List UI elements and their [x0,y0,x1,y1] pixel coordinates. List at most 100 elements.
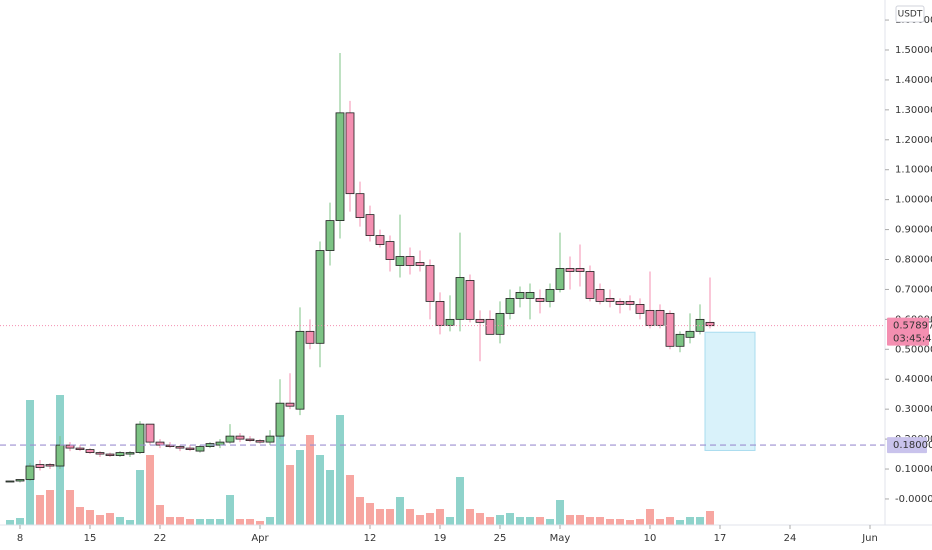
x-tick-label: 22 [154,533,167,544]
x-tick-label: 8 [17,533,23,544]
volume-bar [566,515,574,525]
candle-body [75,447,85,450]
volume-bar [666,517,674,525]
volume-bar [586,517,594,525]
candle-body [465,280,475,320]
volume-bar [406,509,414,525]
candle-body [425,265,435,302]
volume-bar [426,513,434,525]
volume-bar [126,520,134,525]
currency-label: USDT [898,10,923,20]
candle-body [445,318,455,326]
candle-body [555,268,565,290]
candle-body [275,402,285,437]
volume-bar [636,519,644,525]
volume-bar [236,519,244,525]
candle-body [375,235,385,245]
volume-bar [76,507,84,525]
candle-body [15,479,25,482]
candle-body [225,435,235,443]
candle-body [475,318,485,323]
candle-body [345,112,355,195]
last-price-label: 0.57897 [893,321,932,332]
volume-bar [356,497,364,525]
volume-bar [36,495,44,525]
x-tick-label: 24 [784,533,797,544]
candle-body [315,250,325,344]
candle-body [185,447,195,450]
candle-body [535,298,545,302]
volume-bar [196,519,204,525]
volume-bar [326,470,334,525]
candle-body [455,277,465,320]
hline-label: 0.18000 [893,440,932,451]
candle-body [235,435,245,440]
volume-bar [596,517,604,525]
candle-body [485,318,495,335]
candle-body [505,298,515,314]
x-tick-label: 17 [714,533,727,544]
volume-bar [576,515,584,525]
volume-bar [26,400,34,525]
volume-bar [286,465,294,525]
candle-body [435,301,445,326]
candle-body [285,402,295,407]
candle-body [25,465,35,480]
volume-bar [206,519,214,525]
volume-bar [496,515,504,525]
volume-bar [686,517,694,525]
candle-body [625,301,635,305]
x-tick-label: 10 [644,533,657,544]
volume-bar [626,520,634,525]
x-tick-label: Apr [251,533,269,544]
volume-bar [146,455,154,525]
hline-label-box [887,437,927,454]
candle-body [45,464,55,467]
volume-bar [276,405,284,525]
currency-box [895,5,925,23]
candle-body [305,330,315,344]
candle-body [195,446,205,452]
volume-bar [66,490,74,525]
x-tick-label: May [550,533,571,544]
volume-bar [266,517,274,525]
volume-bar [676,520,684,525]
volume-bar [336,415,344,525]
candle-body [265,435,275,443]
volume-bar [116,517,124,525]
volume-bar [346,475,354,525]
volume-bar [546,519,554,525]
volume-bar [156,505,164,525]
candle-body [365,214,375,236]
candle-body [545,289,555,302]
volume-bar [656,519,664,525]
volume-bar [486,517,494,525]
x-tick-label: 15 [84,533,97,544]
countdown-label: 03:45:43 [893,334,932,345]
candle-body [595,289,605,302]
candle-body [135,423,145,453]
volume-bar [166,517,174,525]
candle-body [395,256,405,266]
volume-bar [616,519,624,525]
volume-bar [96,515,104,525]
volume-bar [136,470,144,525]
volume-bar [226,495,234,525]
last-price-box [887,317,929,346]
volume-bar [216,519,224,525]
volume-bar [376,509,384,525]
volume-bar [6,520,14,525]
x-tick-label: Jun [861,533,878,544]
candle-body [355,193,365,219]
volume-bar [176,517,184,525]
candle-body [645,309,655,326]
candle-body [95,452,105,455]
candle-body [605,298,615,302]
volume-bar [296,450,304,525]
y-tick-label: 0.90000 [895,225,932,236]
